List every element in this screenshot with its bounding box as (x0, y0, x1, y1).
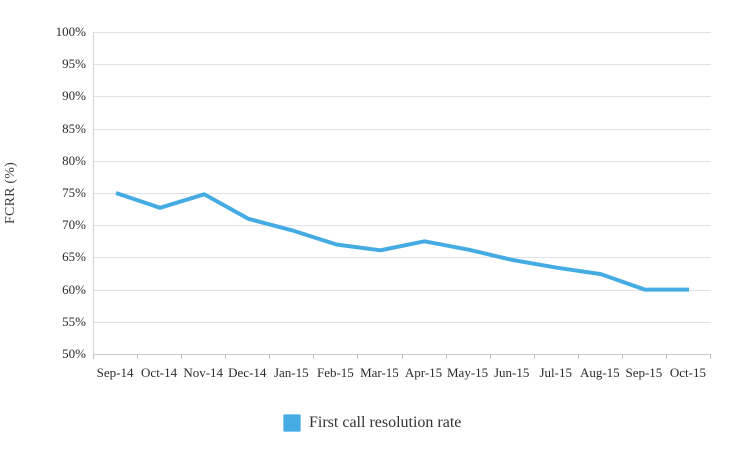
y-tick-label: 85% (62, 120, 86, 136)
x-axis-tick (665, 354, 667, 359)
line-series-svg (115, 191, 689, 292)
x-tick-label: Dec-14 (228, 365, 267, 380)
y-tick-label: 100% (55, 24, 86, 39)
x-axis-tick (137, 354, 139, 359)
x-axis-tick (533, 354, 535, 359)
x-axis-tick (181, 354, 183, 359)
x-axis-tick (489, 354, 491, 359)
y-tick-label: 80% (62, 152, 86, 168)
gridline (94, 96, 711, 98)
x-tick-label: Jun-15 (493, 365, 530, 380)
gridline (94, 128, 711, 130)
x-tick-label: Feb-15 (316, 365, 354, 380)
x-tick-label: Sep-15 (625, 365, 663, 380)
x-axis-tick (225, 354, 227, 359)
y-axis-title: FCRR (%) (3, 162, 18, 224)
x-tick-label: Jan-15 (273, 365, 309, 380)
y-axis-stub (93, 354, 94, 359)
x-axis-tick (710, 354, 711, 359)
y-tick-label: 75% (62, 185, 86, 200)
x-axis-tick (577, 354, 579, 359)
x-tick-label: Oct-14 (141, 365, 178, 380)
x-axis-tick (313, 354, 315, 359)
y-tick-label: 95% (62, 56, 86, 72)
x-axis-tick (445, 354, 447, 359)
gridline (94, 257, 711, 259)
legend-swatch-icon (283, 414, 301, 432)
gridline (94, 321, 711, 323)
x-axis-tick (269, 354, 271, 359)
x-tick-label: Mar-15 (360, 365, 399, 380)
plot-area (93, 32, 711, 359)
gridline (94, 160, 711, 162)
series-line (115, 191, 689, 292)
x-tick-label: Sep-14 (96, 365, 134, 380)
x-axis-tick (357, 354, 359, 359)
x-tick-label: Nov-14 (183, 365, 224, 380)
x-tick-label: May-15 (447, 365, 489, 380)
y-tick-label: 50% (62, 346, 86, 361)
x-axis-tick (401, 354, 403, 359)
gridline (94, 193, 711, 194)
gridline (94, 64, 711, 66)
y-tick-label: 60% (62, 281, 86, 297)
x-axis-tick (621, 354, 623, 359)
legend-label: First call resolution rate (309, 414, 462, 431)
x-tick-label: Aug-15 (579, 365, 620, 380)
y-tick-label: 70% (62, 217, 86, 233)
legend: First call resolution rate (283, 412, 461, 434)
x-tick-label: Jul-15 (539, 365, 573, 380)
x-tick-label: Apr-15 (404, 365, 443, 380)
y-tick-label: 65% (62, 249, 86, 265)
gridline (94, 32, 711, 33)
y-tick-label: 55% (62, 313, 86, 329)
y-tick-label: 90% (62, 88, 86, 104)
gridline (94, 289, 711, 291)
gridline (94, 225, 711, 227)
x-tick-label: Oct-15 (669, 365, 706, 380)
